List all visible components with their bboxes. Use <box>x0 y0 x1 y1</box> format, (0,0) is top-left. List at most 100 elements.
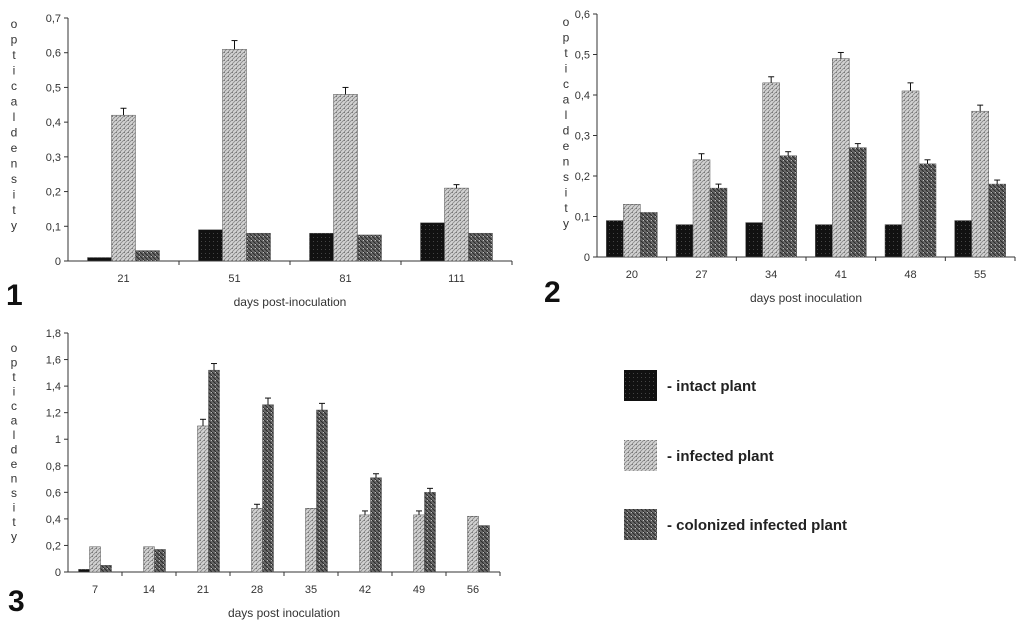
bar-colonized-3 <box>208 369 220 573</box>
y-tick-label-2: 0,2 <box>575 171 590 183</box>
bar-intact-1 <box>420 222 445 262</box>
legend-label-intact: - intact plant <box>667 378 756 395</box>
y-tick-label-1: 0,1 <box>46 221 61 233</box>
y-tick-label-2: 0,1 <box>575 212 590 224</box>
bar-colonized-3 <box>370 477 382 573</box>
y-tick-label-2: 0,6 <box>575 9 590 21</box>
bar-colonized-2 <box>849 147 867 258</box>
x-tick-label-3: 35 <box>305 584 317 596</box>
bar-infected-1 <box>444 187 469 262</box>
y-tick-label-3: 0,4 <box>46 514 61 526</box>
bar-intact-2 <box>954 220 972 258</box>
x-tick-label-2: 48 <box>904 269 916 281</box>
y-tick-label-2: 0,5 <box>575 50 590 62</box>
bar-colonized-3 <box>100 565 112 573</box>
bar-infected-1 <box>111 114 136 262</box>
bar-infected-3 <box>143 546 155 573</box>
y-tick-label-1: 0,6 <box>46 48 61 60</box>
bar-colonized-3 <box>424 492 436 573</box>
x-tick-label-1: 111 <box>448 273 465 285</box>
y-tick-label-1: 0,4 <box>46 117 61 129</box>
bar-infected-2 <box>901 90 920 258</box>
bar-infected-2 <box>762 82 780 258</box>
bar-infected-2 <box>692 159 711 258</box>
bar-intact-1 <box>198 229 223 262</box>
x-tick-label-3: 21 <box>197 584 209 596</box>
y-tick-label-1: 0,2 <box>46 187 61 199</box>
bar-infected-3 <box>413 514 425 573</box>
y-tick-label-2: 0,4 <box>575 90 590 102</box>
bar-infected-2 <box>971 110 989 258</box>
x-tick-label-2: 55 <box>974 269 986 281</box>
x-tick-label-3: 49 <box>413 584 425 596</box>
bar-colonized-3 <box>262 404 274 573</box>
bar-colonized-3 <box>316 409 328 573</box>
y-tick-label-2: 0 <box>584 252 590 264</box>
bar-infected-2 <box>623 204 641 258</box>
chart-panel-1: 0 0,1 0,2 0,3 0,4 0,5 0,6 0,7 21 51 81 111 days post… <box>6 13 513 312</box>
legend-swatch-colonized <box>624 509 657 540</box>
x-tick-label-1: 21 <box>117 273 129 285</box>
bar-colonized-3 <box>154 549 166 573</box>
bar-infected-1 <box>222 48 247 262</box>
x-tick-label-3: 56 <box>467 584 479 596</box>
bar-intact-2 <box>745 222 763 258</box>
x-tick-label-3: 7 <box>92 584 98 596</box>
y-tick-label-1: 0,3 <box>46 152 61 164</box>
bar-colonized-3 <box>478 525 490 573</box>
x-axis-label-3: days post inoculation <box>228 606 340 620</box>
x-tick-label-3: 42 <box>359 584 371 596</box>
x-tick-label-1: 51 <box>228 273 240 285</box>
bar-colonized-1 <box>468 232 493 262</box>
bar-colonized-2 <box>779 155 797 258</box>
y-tick-label-3: 0,8 <box>46 461 61 473</box>
y-tick-label-3: 0,6 <box>46 487 61 499</box>
legend-label-infected: - infected plant <box>667 448 774 465</box>
bar-infected-3 <box>305 508 317 573</box>
y-tick-label-3: 1 <box>55 434 61 446</box>
x-axis-label-1: days post-inoculation <box>234 295 347 309</box>
y-tick-label-3: 0,2 <box>46 540 61 552</box>
bar-infected-3 <box>89 546 101 573</box>
y-tick-label-1: 0,7 <box>46 13 61 25</box>
legend: - intact plant - infected plant - coloni… <box>624 370 847 540</box>
bar-intact-2 <box>606 220 624 258</box>
bar-colonized-2 <box>709 187 728 258</box>
panel-number-2: 2 <box>544 276 561 309</box>
bar-colonized-2 <box>640 212 658 258</box>
y-tick-label-3: 0 <box>55 567 61 579</box>
y-tick-label-3: 1,4 <box>46 381 61 393</box>
bar-infected-1 <box>333 94 358 262</box>
bar-colonized-2 <box>918 163 937 258</box>
bar-intact-2 <box>884 224 903 258</box>
x-tick-label-2: 41 <box>835 269 847 281</box>
x-tick-label-2: 20 <box>626 269 638 281</box>
bar-intact-3 <box>78 569 90 573</box>
panel-number-1: 1 <box>6 279 23 312</box>
bar-colonized-2 <box>988 183 1006 258</box>
x-tick-label-2: 34 <box>765 269 777 281</box>
bar-colonized-1 <box>357 234 382 262</box>
bar-intact-1 <box>87 257 112 262</box>
y-tick-label-2: 0,3 <box>575 131 590 143</box>
x-tick-label-3: 28 <box>251 584 263 596</box>
y-tick-label-3: 1,6 <box>46 355 61 367</box>
bar-colonized-1 <box>135 250 160 262</box>
bar-infected-3 <box>359 514 371 573</box>
panel-number-3: 3 <box>8 585 25 618</box>
bar-intact-2 <box>815 224 833 258</box>
legend-label-colonized: - colonized infected plant <box>667 517 847 534</box>
y-tick-label-3: 1,2 <box>46 408 61 420</box>
bar-intact-1 <box>309 232 334 262</box>
bar-infected-3 <box>251 508 263 573</box>
chart-panel-3: 0 0,2 0,4 0,6 0,8 1 1,2 1,4 1,6 1,8 7 14 21 28 35 42 49 5… <box>8 328 501 620</box>
x-tick-label-3: 14 <box>143 584 155 596</box>
legend-swatch-infected <box>624 440 657 471</box>
bar-infected-3 <box>197 425 209 573</box>
y-tick-label-3: 1,8 <box>46 328 61 340</box>
bar-infected-2 <box>832 58 850 258</box>
bar-infected-3 <box>467 515 479 573</box>
